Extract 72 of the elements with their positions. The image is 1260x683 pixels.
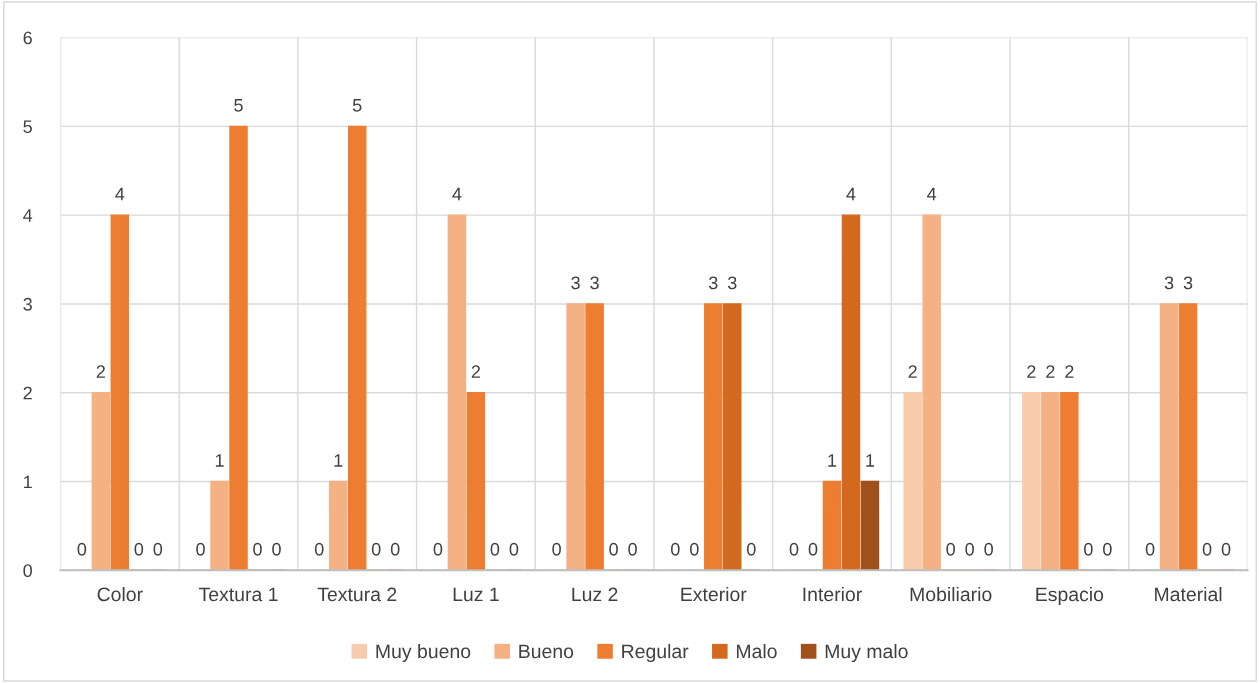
y-tick-label: 0 xyxy=(23,564,32,578)
data-label: 3 xyxy=(1183,276,1193,290)
data-label: 0 xyxy=(984,542,993,556)
data-label: 4 xyxy=(846,187,856,201)
data-label: 0 xyxy=(670,542,680,556)
data-label: 1 xyxy=(866,454,875,467)
legend-label: Muy malo xyxy=(825,643,908,663)
data-label: 0 xyxy=(272,542,281,556)
data-label: 0 xyxy=(509,542,519,556)
data-label: 0 xyxy=(789,542,799,556)
data-label: 1 xyxy=(334,454,343,467)
data-label: 0 xyxy=(689,542,699,556)
data-label: 2 xyxy=(1065,365,1074,378)
data-label: 5 xyxy=(234,99,243,112)
data-label: 0 xyxy=(1221,542,1231,556)
y-tick-label: 3 xyxy=(23,297,32,311)
data-label: 3 xyxy=(571,276,580,290)
data-label: 0 xyxy=(609,542,618,556)
legend-label: Regular xyxy=(622,643,689,663)
x-tick-label: Mobiliario xyxy=(910,586,992,602)
y-tick-label: 5 xyxy=(23,120,32,134)
legend-label: Bueno xyxy=(519,644,574,659)
x-tick-label: Material xyxy=(1155,586,1222,602)
data-label: 0 xyxy=(628,542,637,556)
data-label: 5 xyxy=(352,99,362,112)
x-tick-label: Interior xyxy=(803,586,862,602)
x-tick-label: Espacio xyxy=(1036,586,1104,606)
legend-label: Malo xyxy=(736,643,777,659)
data-label: 3 xyxy=(1164,276,1174,290)
data-label: 0 xyxy=(390,542,400,556)
data-label: 0 xyxy=(1084,542,1093,556)
x-tick-label: Luz 2 xyxy=(572,587,618,602)
data-label: 1 xyxy=(828,454,837,467)
x-tick-label: Color xyxy=(97,586,143,602)
data-label: 3 xyxy=(590,276,599,290)
data-label: 0 xyxy=(433,542,443,556)
data-label: 1 xyxy=(215,454,224,467)
data-label: 4 xyxy=(927,187,937,201)
data-label: 4 xyxy=(115,187,125,201)
data-label: 0 xyxy=(552,542,561,556)
data-label: 0 xyxy=(746,542,756,556)
data-label: 0 xyxy=(1202,542,1212,556)
data-label: 2 xyxy=(1027,365,1036,378)
x-tick-label: Luz 1 xyxy=(453,587,499,602)
data-label: 0 xyxy=(946,542,955,556)
data-label: 2 xyxy=(908,365,917,378)
data-label: 0 xyxy=(1103,542,1112,556)
y-tick-label: 6 xyxy=(23,31,32,45)
data-label: 3 xyxy=(708,276,718,290)
y-tick-label: 4 xyxy=(23,209,33,222)
data-label: 0 xyxy=(253,542,262,556)
data-label: 0 xyxy=(77,542,87,556)
y-tick-label: 1 xyxy=(24,475,32,489)
data-label: 4 xyxy=(452,187,462,201)
legend-label: Muy bueno xyxy=(376,643,471,663)
y-tick-label: 2 xyxy=(23,386,32,400)
x-tick-label: Exterior xyxy=(681,586,747,602)
data-label: 0 xyxy=(153,542,163,556)
data-label: 2 xyxy=(96,365,105,378)
data-label: 0 xyxy=(371,542,381,556)
data-label: 0 xyxy=(965,542,974,556)
data-label: 0 xyxy=(1145,542,1155,556)
data-label: 2 xyxy=(1046,365,1055,378)
data-label: 0 xyxy=(808,542,818,556)
data-label: 2 xyxy=(471,365,481,378)
data-label: 0 xyxy=(134,542,144,556)
x-tick-label: Textura 1 xyxy=(198,587,278,602)
data-label: 3 xyxy=(727,276,737,290)
data-label: 0 xyxy=(314,542,324,556)
data-label: 0 xyxy=(490,542,500,556)
x-tick-label: Textura 2 xyxy=(317,587,397,602)
data-label: 0 xyxy=(196,542,205,556)
